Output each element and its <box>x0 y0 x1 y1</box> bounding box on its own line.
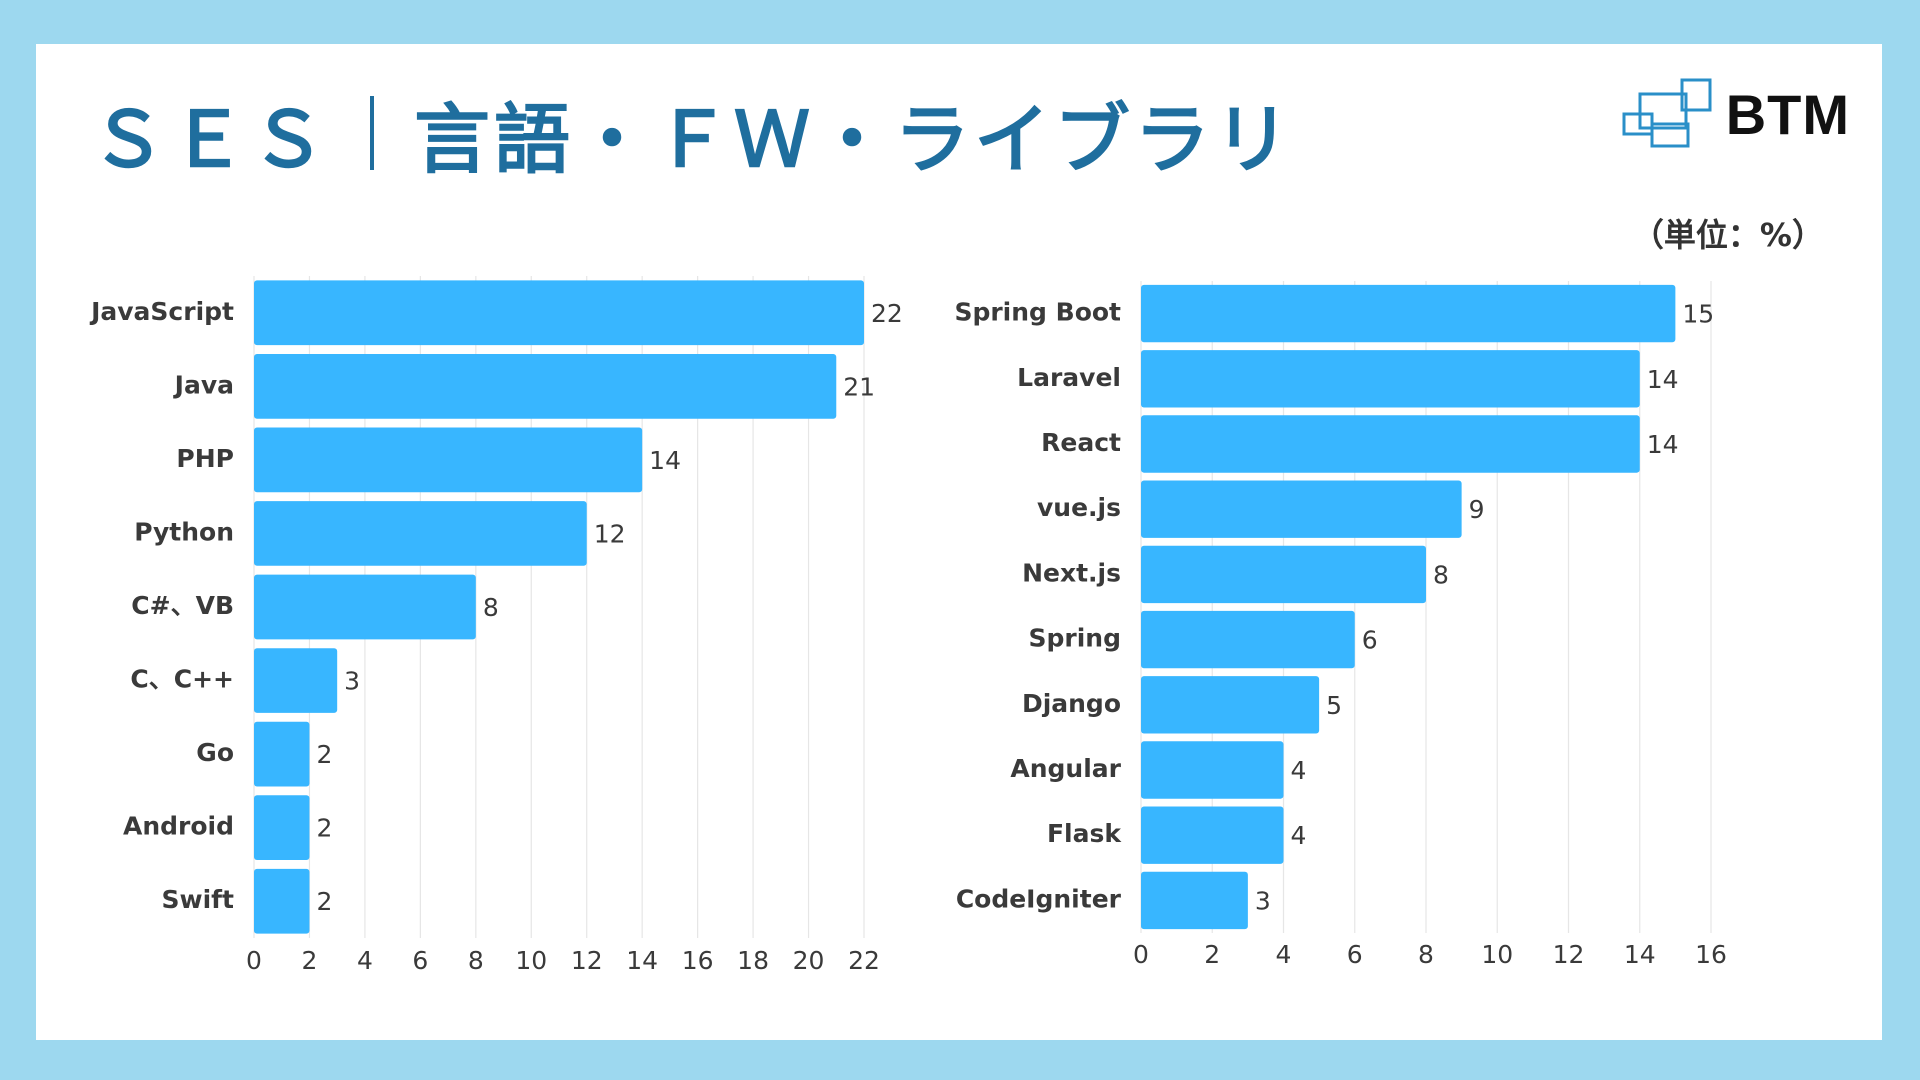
languages-value-label: 8 <box>483 593 499 622</box>
frameworks-tick-label: 4 <box>1276 940 1292 969</box>
languages-value-label: 2 <box>316 740 332 769</box>
frameworks-tick-label: 8 <box>1418 940 1434 969</box>
languages-category-label: PHP <box>176 444 234 473</box>
languages-value-label: 3 <box>344 667 360 696</box>
frameworks-category-label: Laravel <box>1017 363 1121 392</box>
languages-tick-label: 14 <box>626 946 658 975</box>
frameworks-category-label: vue.js <box>1037 493 1121 522</box>
logo-text: BTM <box>1725 82 1850 146</box>
frameworks-bar <box>1141 350 1640 408</box>
languages-bar <box>254 648 338 713</box>
frameworks-value-label: 8 <box>1433 560 1449 589</box>
frameworks-value-label: 6 <box>1362 626 1378 655</box>
languages-value-label: 22 <box>871 299 903 328</box>
languages-tick-label: 16 <box>682 946 714 975</box>
languages-tick-label: 22 <box>848 946 880 975</box>
languages-bar <box>254 427 643 493</box>
languages-tick-label: 20 <box>793 946 825 975</box>
frameworks-category-label: Angular <box>1010 754 1121 783</box>
title-divider <box>370 96 374 170</box>
frameworks-bar <box>1141 545 1426 604</box>
frameworks-category-label: Next.js <box>1022 558 1121 587</box>
frameworks-category-label: Spring <box>1029 624 1122 653</box>
languages-value-label: 2 <box>316 814 332 843</box>
languages-category-label: C#、VB <box>131 591 234 620</box>
frameworks-bar <box>1141 480 1462 538</box>
frameworks-tick-label: 6 <box>1347 940 1363 969</box>
frameworks-value-label: 4 <box>1291 821 1307 850</box>
btm-logo: BTM <box>1622 74 1850 154</box>
languages-category-label: Java <box>173 370 234 399</box>
languages-category-label: Go <box>196 738 234 767</box>
frameworks-value-label: 15 <box>1682 300 1714 329</box>
frameworks-value-label: 9 <box>1469 495 1485 524</box>
frameworks-value-label: 3 <box>1255 886 1271 915</box>
frameworks-category-label: Spring Boot <box>954 298 1121 327</box>
frameworks-bar <box>1141 610 1355 669</box>
languages-value-label: 21 <box>843 372 875 401</box>
frameworks-bar <box>1141 415 1640 473</box>
languages-bar <box>254 868 310 934</box>
languages-value-label: 2 <box>316 887 332 916</box>
languages-tick-label: 4 <box>357 946 373 975</box>
title-left: ＳＥＳ <box>90 95 330 184</box>
frameworks-category-label: Django <box>1022 689 1121 718</box>
languages-bar <box>254 795 310 861</box>
frameworks-value-label: 4 <box>1291 756 1307 785</box>
title-right: 言語・ＦＷ・ライブラリ <box>414 95 1294 184</box>
frameworks-bar <box>1141 284 1676 343</box>
languages-bar <box>254 353 837 419</box>
languages-tick-label: 8 <box>468 946 484 975</box>
languages-tick-label: 6 <box>412 946 428 975</box>
frameworks-category-label: Flask <box>1047 819 1122 848</box>
frameworks-tick-label: 14 <box>1624 940 1656 969</box>
frameworks-bar <box>1141 676 1320 734</box>
languages-bar <box>254 280 864 346</box>
languages-category-label: Swift <box>162 885 235 914</box>
frameworks-value-label: 5 <box>1326 691 1342 720</box>
frameworks-value-label: 14 <box>1647 430 1679 459</box>
frameworks-bar <box>1141 806 1284 864</box>
frameworks-tick-label: 12 <box>1553 940 1585 969</box>
logo-squares-icon <box>1622 78 1712 148</box>
frameworks-category-label: CodeIgniter <box>956 884 1122 913</box>
frameworks-tick-label: 16 <box>1695 940 1727 969</box>
frameworks-tick-label: 2 <box>1204 940 1220 969</box>
frameworks-bar <box>1141 871 1248 930</box>
frameworks-value-label: 14 <box>1647 365 1679 394</box>
languages-value-label: 14 <box>649 446 681 475</box>
unit-label: （単位：%） <box>1631 216 1824 254</box>
frameworks-category-label: React <box>1041 428 1121 457</box>
languages-bar <box>254 721 310 787</box>
frameworks-tick-label: 10 <box>1481 940 1513 969</box>
languages-tick-label: 0 <box>246 946 262 975</box>
page-title: ＳＥＳ 言語・ＦＷ・ライブラリ <box>90 78 1294 188</box>
languages-category-label: Android <box>123 812 234 841</box>
languages-tick-label: 12 <box>571 946 603 975</box>
languages-value-label: 12 <box>594 519 626 548</box>
languages-bar <box>254 574 476 640</box>
frameworks-bar <box>1141 741 1284 799</box>
languages-tick-label: 2 <box>302 946 318 975</box>
frameworks-tick-label: 0 <box>1133 940 1149 969</box>
languages-category-label: Python <box>134 517 234 546</box>
languages-bar <box>254 501 587 566</box>
languages-category-label: C、C++ <box>130 665 234 694</box>
languages-tick-label: 10 <box>515 946 547 975</box>
languages-category-label: JavaScript <box>89 297 234 326</box>
languages-tick-label: 18 <box>737 946 769 975</box>
